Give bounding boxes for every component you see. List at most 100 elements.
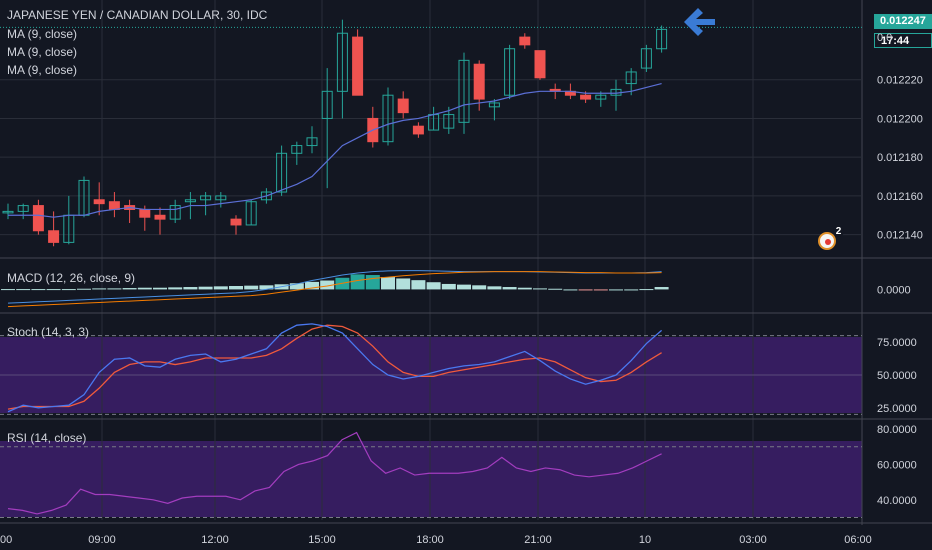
- current-price-badge: 0.012247: [874, 14, 932, 29]
- candle-body: [458, 59, 470, 123]
- candle-body: [580, 94, 592, 100]
- stoch-legend: Stoch (14, 3, 3): [7, 325, 90, 339]
- macd-histogram-bar: [502, 287, 517, 290]
- candle-body: [169, 205, 181, 220]
- rsi-tick-label: 60.0000: [877, 459, 917, 471]
- macd-histogram-bar: [61, 289, 76, 291]
- candle-body: [108, 201, 120, 210]
- candle-body: [534, 50, 546, 79]
- time-tick-label: 15:00: [308, 534, 336, 546]
- candle-body: [245, 201, 257, 226]
- alert-badge[interactable]: 2: [818, 226, 844, 250]
- candle-body: [443, 114, 455, 129]
- macd-histogram-bar: [305, 281, 319, 290]
- time-tick-label: 18:00: [416, 534, 444, 546]
- macd-histogram-bar: [396, 278, 411, 290]
- macd-histogram-bar: [183, 287, 198, 290]
- candle-body: [200, 195, 212, 201]
- candle-body: [306, 137, 318, 147]
- time-tick-label: 12:00: [201, 534, 229, 546]
- candle-body: [48, 230, 60, 243]
- macd-histogram-bar: [77, 288, 91, 290]
- macd-histogram-bar: [259, 285, 274, 290]
- macd-legend: MACD (12, 26, close, 9): [7, 271, 136, 285]
- rsi-legend: RSI (14, close): [7, 431, 87, 445]
- macd-histogram-bar: [198, 286, 213, 290]
- candle-body: [625, 71, 637, 85]
- macd-histogram-bar: [578, 289, 593, 291]
- ma-line: [8, 83, 662, 218]
- candle-body: [412, 125, 424, 135]
- partial-price-label: 0.0: [877, 32, 893, 44]
- macd-histogram-bar: [517, 287, 532, 290]
- macd-histogram-bar: [624, 289, 639, 291]
- macd-histogram-bar: [426, 282, 441, 290]
- macd-histogram-bar: [92, 288, 107, 290]
- time-tick-label: 21:00: [524, 534, 552, 546]
- price-tick-label: 0.012200: [877, 113, 923, 125]
- candle-body: [336, 32, 348, 92]
- candle-body: [93, 199, 105, 205]
- macd-histogram-bar: [289, 283, 304, 290]
- macd-histogram-bar: [563, 289, 578, 291]
- candle-body: [640, 48, 652, 69]
- candle-body: [215, 195, 227, 201]
- candle-body: [154, 214, 166, 220]
- macd-histogram-bar: [46, 289, 61, 291]
- macd-histogram-bar: [320, 280, 335, 290]
- macd-signal-line: [7, 271, 662, 308]
- macd-histogram-bar: [31, 289, 46, 291]
- macd-histogram-bar: [457, 284, 471, 290]
- macd-histogram-bar: [107, 288, 122, 290]
- rsi-tick-label: 80.0000: [877, 424, 917, 436]
- rsi-band: [0, 441, 862, 517]
- candle-body: [488, 102, 500, 108]
- candle-body: [595, 94, 607, 100]
- candle-body: [260, 191, 272, 201]
- macd-histogram-bar: [533, 288, 547, 290]
- macd-histogram-bar: [365, 275, 380, 290]
- candle-body: [230, 218, 242, 226]
- candle-body: [473, 63, 485, 100]
- candle-body: [519, 36, 531, 46]
- candle-body: [2, 210, 14, 214]
- macd-histogram-bar: [472, 285, 487, 290]
- macd-histogram-bar: [122, 288, 137, 290]
- alert-dot-icon: [825, 239, 831, 245]
- macd-histogram-bar: [137, 287, 152, 290]
- price-tick-label: 0.012180: [877, 152, 923, 164]
- alert-count: 2: [833, 226, 844, 237]
- arrow-annotation-icon: [684, 8, 715, 36]
- candle-body: [17, 205, 29, 212]
- macd-tick-label: 0.0000: [877, 284, 911, 296]
- macd-histogram-bar: [168, 287, 183, 290]
- time-tick-label: 06:00: [844, 534, 872, 546]
- candle-body: [382, 94, 394, 143]
- candle-body: [656, 28, 668, 50]
- candle-body: [352, 36, 364, 96]
- ma-legend-1: MA (9, close): [7, 27, 78, 41]
- macd-histogram-bar: [1, 289, 15, 291]
- candle-body: [32, 205, 44, 232]
- macd-histogram-bar: [153, 287, 167, 290]
- time-tick-label: 09:00: [88, 534, 116, 546]
- macd-histogram-bar: [229, 286, 243, 290]
- macd-histogram-bar: [654, 287, 669, 290]
- time-tick-label: 10: [639, 534, 651, 546]
- main-legend: JAPANESE YEN / CANADIAN DOLLAR, 30, IDC: [7, 8, 268, 22]
- stoch-tick-label: 75.0000: [877, 337, 917, 349]
- macd-histogram-bar: [441, 283, 456, 290]
- stoch-k-line: [7, 323, 663, 413]
- candle-body: [139, 208, 151, 218]
- candle-body: [276, 152, 288, 193]
- macd-histogram-bar: [548, 288, 563, 290]
- macd-histogram-bar: [609, 289, 623, 291]
- macd-histogram-bar: [213, 286, 228, 290]
- price-tick-label: 0.012160: [877, 191, 923, 203]
- stoch-d-line: [7, 324, 662, 410]
- macd-histogram-bar: [381, 277, 395, 290]
- candle-body: [291, 145, 303, 154]
- candle-body: [504, 48, 516, 96]
- candle-body: [321, 90, 333, 119]
